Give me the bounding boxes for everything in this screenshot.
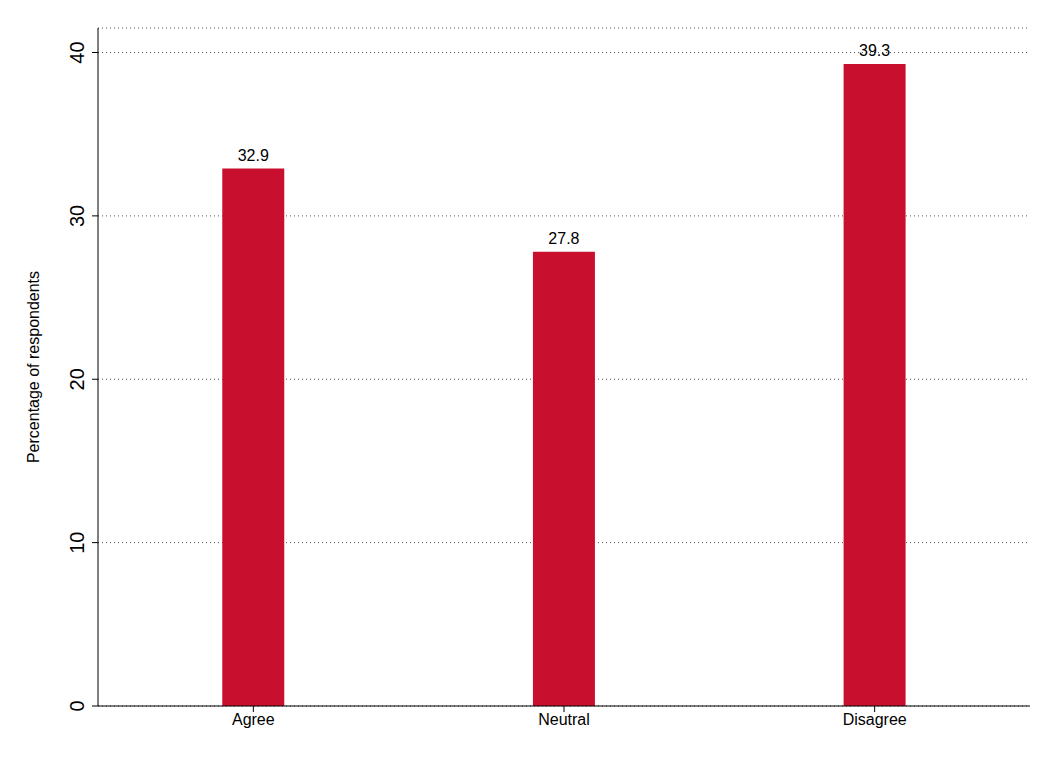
svg-text:Neutral: Neutral (538, 711, 590, 728)
svg-text:0: 0 (66, 700, 88, 711)
svg-text:Agree: Agree (232, 711, 275, 728)
svg-text:40: 40 (66, 41, 88, 63)
svg-text:Disagree: Disagree (843, 711, 907, 728)
svg-text:Percentage of respondents: Percentage of respondents (25, 271, 42, 463)
svg-text:20: 20 (66, 368, 88, 390)
svg-text:10: 10 (66, 532, 88, 554)
svg-text:27.8: 27.8 (548, 230, 579, 247)
svg-text:32.9: 32.9 (238, 147, 269, 164)
svg-text:30: 30 (66, 205, 88, 227)
svg-text:39.3: 39.3 (859, 42, 890, 59)
